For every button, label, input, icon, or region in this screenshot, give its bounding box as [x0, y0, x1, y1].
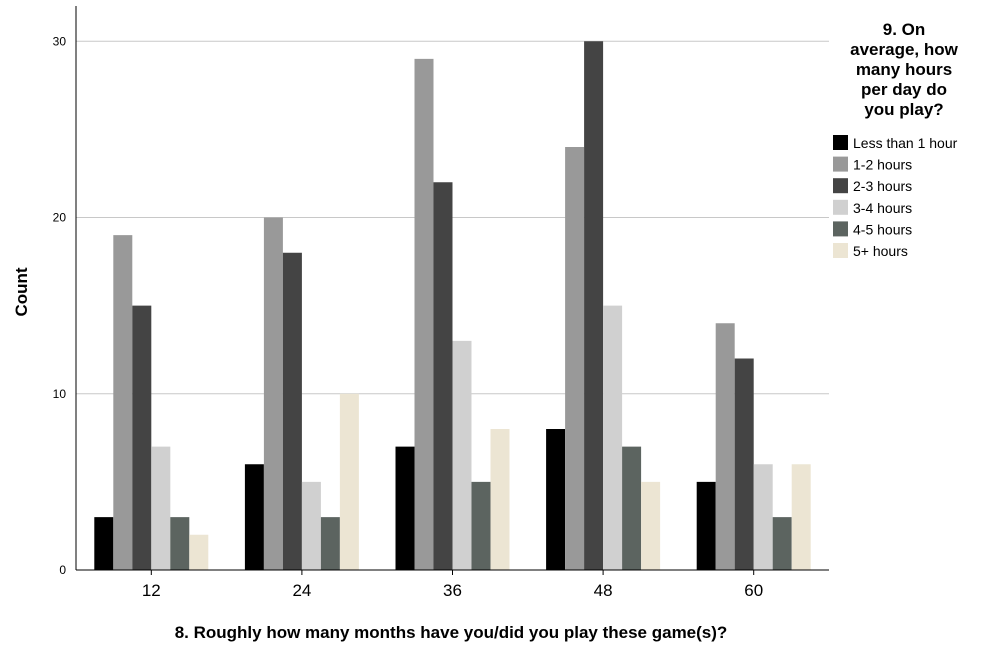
bar-2-3-hours-24	[282, 252, 302, 570]
x-tick-label: 36	[443, 581, 462, 600]
bar-1-2-hours-60	[715, 323, 735, 570]
x-axis-title: 8. Roughly how many months have you/did …	[175, 623, 728, 642]
bar-2-3-hours-12	[132, 305, 152, 570]
bar-4-5-hours-12	[170, 517, 190, 570]
bar-3-4-hours-60	[753, 464, 773, 570]
bar-4-5-hours-60	[772, 517, 792, 570]
y-tick-labels: 0 10 20 30	[53, 34, 67, 577]
bar-4-5-hours-36	[471, 481, 491, 570]
bars	[94, 41, 811, 570]
legend-label-1-2-hours: 1-2 hours	[853, 157, 912, 173]
bar-3-4-hours-36	[452, 340, 472, 570]
bar-less-than-1-hour-48	[546, 429, 566, 570]
bar-5-hours-12	[189, 534, 209, 570]
bar-3-4-hours-48	[603, 305, 623, 570]
legend-title: 9. On average, how many hours per day do you…	[850, 20, 958, 119]
legend: 9. On average, how many hours per day do you…	[833, 20, 959, 259]
bar-5-hours-24	[339, 393, 359, 570]
legend-items: Less than 1 hour 1-2 hours 2-3 hours 3-4 ho…	[833, 135, 958, 259]
legend-swatch-1-2-hours	[833, 156, 848, 172]
bar-less-than-1-hour-24	[244, 464, 264, 570]
y-tick-label: 10	[53, 387, 67, 401]
x-tick-labels: 12 24 36 48 60	[142, 570, 763, 600]
legend-label-less-than-1-hour: Less than 1 hour	[853, 135, 958, 151]
bar-4-5-hours-24	[320, 517, 340, 570]
legend-swatch-less-than-1-hour	[833, 135, 848, 150]
legend-swatch-2-3-hours	[833, 178, 848, 194]
bar-less-than-1-hour-12	[94, 517, 114, 570]
x-tick-label: 60	[744, 581, 763, 600]
x-tick-label: 12	[142, 581, 161, 600]
bar-5-hours-48	[641, 481, 661, 570]
bar-1-2-hours-24	[263, 217, 283, 570]
x-tick-label: 24	[292, 581, 311, 600]
bar-1-2-hours-12	[113, 235, 133, 570]
legend-swatch-4-5-hours	[833, 221, 848, 237]
bar-4-5-hours-48	[622, 446, 642, 570]
legend-swatch-3-4-hours	[833, 199, 848, 215]
legend-label-3-4-hours: 3-4 hours	[853, 200, 912, 216]
bar-2-3-hours-48	[584, 41, 604, 570]
legend-label-5-hours: 5+ hours	[853, 243, 908, 259]
bar-3-4-hours-24	[301, 481, 321, 570]
bar-5-hours-36	[490, 429, 510, 570]
bar-1-2-hours-48	[565, 147, 585, 570]
bar-2-3-hours-60	[734, 358, 754, 570]
y-tick-label: 20	[53, 211, 67, 225]
y-axis-title: Count	[12, 267, 31, 316]
y-tick-label: 0	[59, 563, 66, 577]
bar-2-3-hours-36	[433, 182, 453, 570]
legend-label-4-5-hours: 4-5 hours	[853, 221, 912, 237]
legend-label-2-3-hours: 2-3 hours	[853, 178, 912, 194]
y-tick-label: 30	[53, 34, 67, 48]
bar-1-2-hours-36	[414, 58, 434, 570]
x-tick-label: 48	[594, 581, 613, 600]
legend-swatch-5-hours	[833, 243, 848, 258]
bar-3-4-hours-12	[151, 446, 171, 570]
bar-less-than-1-hour-36	[395, 446, 415, 570]
bar-5-hours-60	[791, 464, 811, 570]
bar-less-than-1-hour-60	[696, 481, 716, 570]
